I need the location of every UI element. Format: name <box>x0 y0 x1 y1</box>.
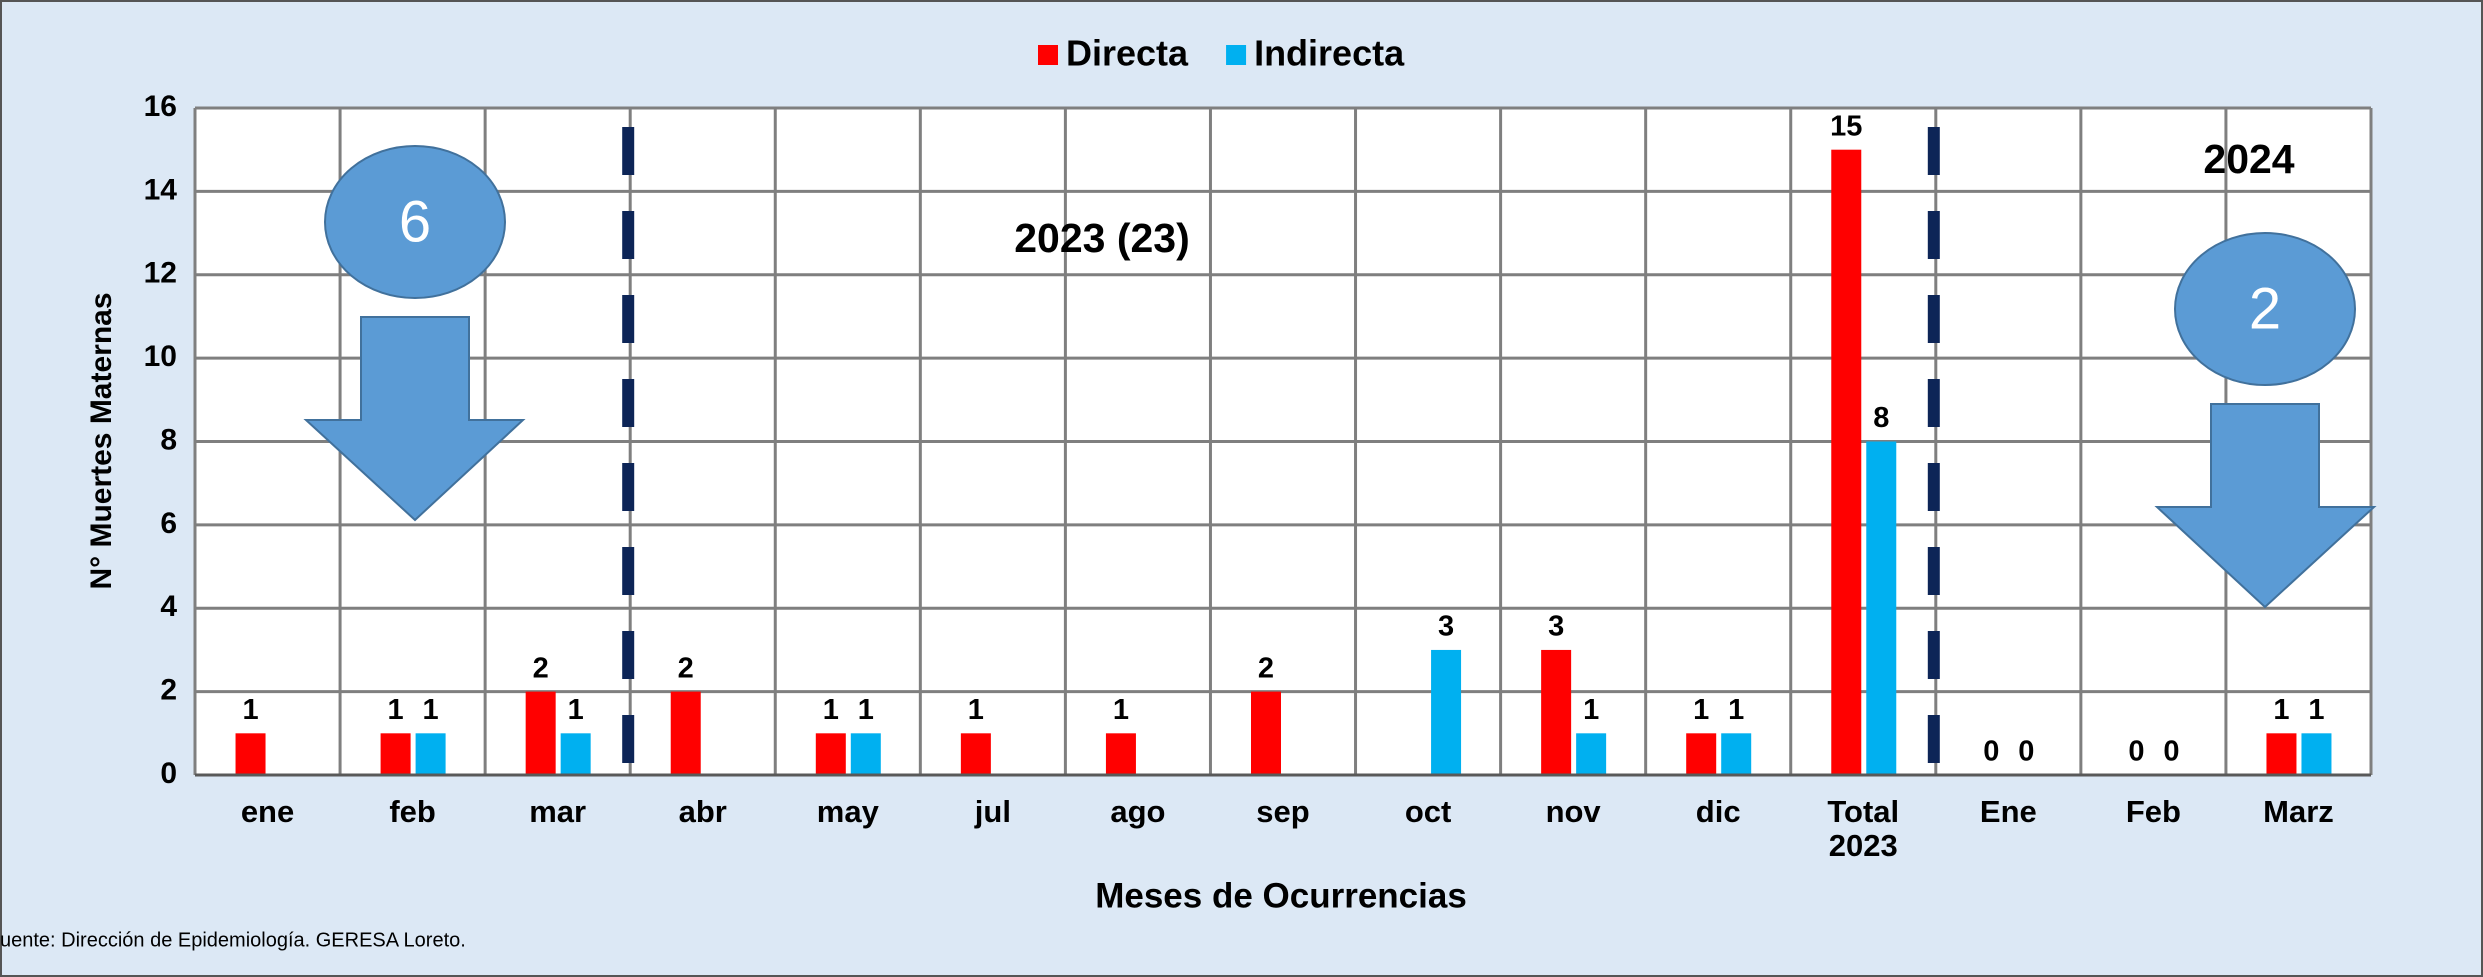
x-tick-label: oct <box>1405 794 1452 829</box>
bar <box>415 733 446 775</box>
arrow <box>303 316 526 522</box>
annotation: 2024 <box>2203 136 2294 182</box>
y-tick-label: 6 <box>160 507 177 540</box>
bar <box>1686 733 1717 775</box>
x-tick-label: abr <box>679 794 727 829</box>
value-label: 0 <box>2128 736 2144 768</box>
bar <box>670 691 701 775</box>
value-label: 1 <box>568 694 584 726</box>
y-tick-label: 16 <box>144 90 177 123</box>
annotation: 6 <box>399 189 431 254</box>
value-label: 1 <box>1728 694 1744 726</box>
value-label: 2 <box>1258 652 1274 684</box>
y-tick-label: 2 <box>160 674 177 707</box>
bar <box>2266 733 2297 775</box>
bar <box>1251 691 1281 775</box>
source-note: uente: Dirección de Epidemiología. GERES… <box>0 929 466 951</box>
bar <box>815 733 846 775</box>
arrow-left <box>303 145 526 522</box>
value-label: 1 <box>388 694 404 726</box>
value-label: 1 <box>2308 694 2324 726</box>
value-label: 1 <box>1693 694 1709 726</box>
value-label: 0 <box>1983 736 1999 768</box>
bar <box>960 733 991 775</box>
value-label: 1 <box>1583 694 1599 726</box>
y-tick-label: 12 <box>144 257 177 290</box>
y-axis-label: N° Muertes Maternas <box>85 292 118 589</box>
value-label: 15 <box>1830 110 1862 142</box>
bar <box>235 733 266 775</box>
y-tick-label: 0 <box>160 757 177 790</box>
value-label: 1 <box>423 694 439 726</box>
bar <box>1721 733 1752 775</box>
bar <box>1431 649 1462 775</box>
arrow-right <box>2154 232 2377 609</box>
x-tick-label: Ene <box>1980 794 2037 829</box>
x-tick-label: Total 2023 <box>1827 794 1899 863</box>
value-label: 1 <box>2273 694 2289 726</box>
arrow <box>2154 403 2377 609</box>
annotation: 2023 (23) <box>1014 215 1190 261</box>
x-tick-label: mar <box>529 794 586 829</box>
bar <box>380 733 411 775</box>
callout-circle <box>2174 232 2356 386</box>
annotation: 2 <box>2249 276 2281 341</box>
bar <box>1576 733 1607 775</box>
y-tick-label: 10 <box>144 340 177 373</box>
bar <box>1541 649 1572 775</box>
value-label: 1 <box>968 694 984 726</box>
bar <box>2301 733 2332 775</box>
value-label: 1 <box>823 694 839 726</box>
bar <box>1105 733 1136 775</box>
x-tick-label: ago <box>1110 794 1165 829</box>
value-label: 3 <box>1438 611 1454 643</box>
x-tick-label: Feb <box>2126 794 2181 829</box>
value-label: 2 <box>533 652 549 684</box>
x-tick-label: feb <box>389 794 436 829</box>
value-label: 1 <box>242 694 258 726</box>
y-tick-label: 8 <box>160 423 177 456</box>
bar <box>1866 441 1897 775</box>
legend-label: Directa <box>1066 33 1189 74</box>
value-label: 0 <box>2163 736 2179 768</box>
x-tick-label: jul <box>974 794 1011 829</box>
bar <box>525 691 556 775</box>
callout-circle <box>324 145 506 299</box>
x-tick-label: ene <box>241 794 294 829</box>
value-label: 2 <box>678 652 694 684</box>
legend-swatch <box>1038 45 1058 65</box>
value-label: 3 <box>1548 611 1564 643</box>
x-tick-label: nov <box>1546 794 1602 829</box>
value-label: 1 <box>858 694 874 726</box>
bar <box>850 733 881 775</box>
bar <box>1831 149 1862 775</box>
x-tick-label: sep <box>1256 794 1309 829</box>
x-axis-label: Meses de Ocurrencias <box>1095 876 1467 915</box>
value-label: 0 <box>2018 736 2034 768</box>
y-tick-label: 14 <box>144 173 178 206</box>
y-tick-label: 4 <box>160 590 177 623</box>
value-label: 8 <box>1873 402 1889 434</box>
bar <box>560 733 591 775</box>
x-tick-label: dic <box>1696 794 1741 829</box>
x-tick-label: Marz <box>2263 794 2334 829</box>
legend-label: Indirecta <box>1254 33 1405 74</box>
legend-swatch <box>1226 45 1247 65</box>
x-tick-label: may <box>817 794 880 829</box>
value-label: 1 <box>1113 694 1129 726</box>
